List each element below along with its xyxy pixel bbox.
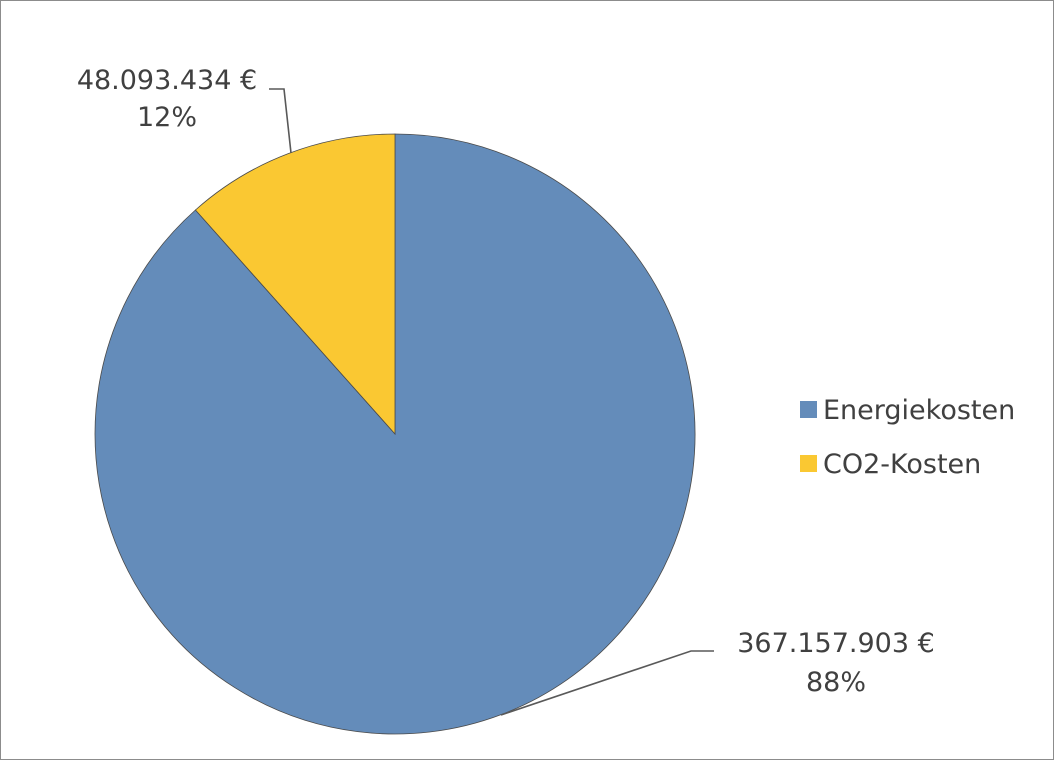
- leader-line-energie: [500, 650, 714, 716]
- data-label-percent-energie: 88%: [806, 667, 866, 698]
- data-label-value-co2: 48.093.434 €: [77, 65, 257, 96]
- legend-label-co2: CO2-Kosten: [823, 449, 981, 480]
- leader-lines: [269, 88, 714, 716]
- legend-swatch-energie: [800, 401, 817, 418]
- data-label-percent-co2: 12%: [137, 102, 197, 133]
- data-labels: 48.093.434 € 12% 367.157.903 € 88%: [77, 65, 935, 698]
- pie-slice-co2-kosten: [194, 133, 396, 436]
- leader-line-co2: [269, 88, 292, 154]
- legend: Energiekosten CO2-Kosten: [800, 395, 1015, 480]
- legend-label-energie: Energiekosten: [823, 395, 1015, 426]
- pie-slices: [94, 133, 696, 735]
- legend-swatch-co2: [800, 455, 817, 472]
- data-label-value-energie: 367.157.903 €: [737, 628, 935, 659]
